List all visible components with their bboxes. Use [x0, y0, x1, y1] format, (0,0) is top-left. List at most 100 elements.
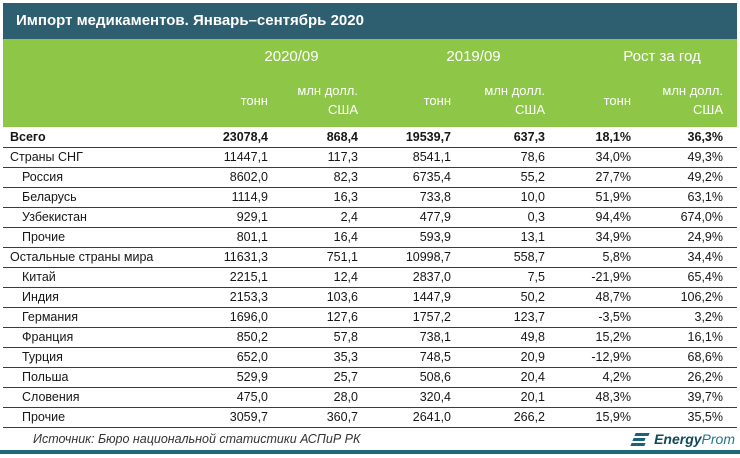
- cell-value: 27,7%: [547, 167, 633, 188]
- cell-value: 123,7: [453, 307, 547, 328]
- cell-value: 748,5: [360, 347, 453, 368]
- cell-value: 55,2: [453, 167, 547, 188]
- table-row: Франция 850,2 57,8 738,1 49,8 15,2% 16,1%: [3, 327, 737, 348]
- logo-bar: [634, 432, 650, 436]
- cell-value: 2,4: [270, 207, 360, 228]
- table-row: Турция 652,0 35,3 748,5 20,9 -12,9% 68,6%: [3, 347, 737, 368]
- cell-value: 48,3%: [547, 387, 633, 408]
- cell-value: 2641,0: [360, 407, 453, 428]
- cell-value: 652,0: [183, 347, 270, 368]
- data-table-body: Всего 23078,4 868,4 19539,7 637,3 18,1% 36,3% С…: [3, 127, 737, 428]
- sub-header-row: тонн млн долл. США тонн млн долл. США то…: [3, 73, 737, 127]
- row-label: Германия: [3, 307, 183, 328]
- cell-value: 929,1: [183, 207, 270, 228]
- row-label: Узбекистан: [3, 207, 183, 228]
- row-label: Прочие: [3, 407, 183, 428]
- bottom-bar: [0, 450, 740, 454]
- cell-value: 320,4: [360, 387, 453, 408]
- cell-value: 18,1%: [547, 127, 633, 148]
- group-header-2019: 2019/09: [446, 47, 501, 65]
- usd-line1: млн долл.: [297, 83, 359, 98]
- logo-text: EnergyProm: [654, 430, 735, 447]
- cell-value: 1447,9: [360, 287, 453, 308]
- cell-value: 674,0%: [633, 207, 737, 228]
- cell-value: -21,9%: [547, 267, 633, 288]
- table-row: Узбекистан 929,1 2,4 477,9 0,3 94,4% 674,0%: [3, 207, 737, 228]
- logo-bar: [630, 442, 646, 446]
- row-label: Польша: [3, 367, 183, 388]
- energyprom-logo: EnergyProm: [630, 430, 737, 447]
- cell-value: 28,0: [270, 387, 360, 408]
- row-label: Остальные страны мира: [3, 247, 183, 268]
- table-row: Остальные страны мира 11631,3 751,1 10998,7…: [3, 247, 737, 268]
- usd-line2: США: [328, 102, 359, 117]
- cell-value: 8602,0: [183, 167, 270, 188]
- logo-bar: [632, 437, 646, 441]
- cell-value: 68,6%: [633, 347, 737, 368]
- cell-value: 35,3: [270, 347, 360, 368]
- infographic-frame: Импорт медикаментов. Январь–сентябрь 202…: [3, 3, 737, 451]
- cell-value: 3059,7: [183, 407, 270, 428]
- cell-value: 51,9%: [547, 187, 633, 208]
- cell-value: 360,7: [270, 407, 360, 428]
- cell-value: 63,1%: [633, 187, 737, 208]
- cell-value: 34,4%: [633, 247, 737, 268]
- cell-value: 35,5%: [633, 407, 737, 428]
- cell-value: 78,6: [453, 147, 547, 168]
- page-title: Импорт медикаментов. Январь–сентябрь 202…: [16, 12, 364, 29]
- cell-value: 558,7: [453, 247, 547, 268]
- cell-value: 593,9: [360, 227, 453, 248]
- row-label: Китай: [3, 267, 183, 288]
- cell-value: 20,1: [453, 387, 547, 408]
- data-table: Всего 23078,4 868,4 19539,7 637,3 18,1% 36,3% С…: [3, 127, 737, 428]
- cell-value: 529,9: [183, 367, 270, 388]
- table-row: Страны СНГ 11447,1 117,3 8541,1 78,6 34,0% 49,…: [3, 147, 737, 168]
- cell-value: 5,8%: [547, 247, 633, 268]
- source-note: Источник: Бюро национальной статистики А…: [33, 432, 361, 446]
- cell-value: 36,3%: [633, 127, 737, 148]
- table-row: Индия 2153,3 103,6 1447,9 50,2 48,7% 106,2%: [3, 287, 737, 308]
- cell-value: 82,3: [270, 167, 360, 188]
- cell-value: 13,1: [453, 227, 547, 248]
- cell-value: 8541,1: [360, 147, 453, 168]
- table-row: Всего 23078,4 868,4 19539,7 637,3 18,1% 36,3%: [3, 127, 737, 148]
- footer: Источник: Бюро национальной статистики А…: [3, 428, 737, 451]
- cell-value: 475,0: [183, 387, 270, 408]
- row-label: Россия: [3, 167, 183, 188]
- cell-value: 850,2: [183, 327, 270, 348]
- cell-value: 94,4%: [547, 207, 633, 228]
- table-row: Прочие 801,1 16,4 593,9 13,1 34,9% 24,9%: [3, 227, 737, 248]
- logo-text-energy: Energy: [654, 430, 702, 447]
- cell-value: 801,1: [183, 227, 270, 248]
- group-header-row: 2020/09 2019/09 Рост за год: [3, 39, 737, 73]
- sub-header-usd-growth: млн долл. США: [633, 73, 737, 127]
- table-row: Беларусь 1114,9 16,3 733,8 10,0 51,9% 63,1%: [3, 187, 737, 208]
- cell-value: 1757,2: [360, 307, 453, 328]
- cell-value: 106,2%: [633, 287, 737, 308]
- usd-line2: США: [515, 102, 546, 117]
- cell-value: 2153,3: [183, 287, 270, 308]
- header-table: 2020/09 2019/09 Рост за год тонн млн дол…: [3, 39, 737, 127]
- cell-value: 39,7%: [633, 387, 737, 408]
- cell-value: 49,3%: [633, 147, 737, 168]
- usd-line1: млн долл.: [662, 83, 724, 98]
- cell-value: 57,8: [270, 327, 360, 348]
- header-spacer: [3, 39, 183, 73]
- column-group-header: 2020/09 2019/09 Рост за год тонн млн дол…: [3, 39, 737, 127]
- energyprom-icon: [630, 432, 652, 447]
- cell-value: 0,3: [453, 207, 547, 228]
- group-header-growth: Рост за год: [623, 47, 701, 65]
- row-label: Турция: [3, 347, 183, 368]
- cell-value: 34,9%: [547, 227, 633, 248]
- cell-value: 48,7%: [547, 287, 633, 308]
- cell-value: 49,8: [453, 327, 547, 348]
- cell-value: 26,2%: [633, 367, 737, 388]
- sub-header-usd-2019: млн долл. США: [453, 73, 547, 127]
- logo-text-prom: Prom: [701, 430, 735, 447]
- row-label: Индия: [3, 287, 183, 308]
- cell-value: 733,8: [360, 187, 453, 208]
- cell-value: 50,2: [453, 287, 547, 308]
- cell-value: 16,3: [270, 187, 360, 208]
- cell-value: 19539,7: [360, 127, 453, 148]
- cell-value: 103,6: [270, 287, 360, 308]
